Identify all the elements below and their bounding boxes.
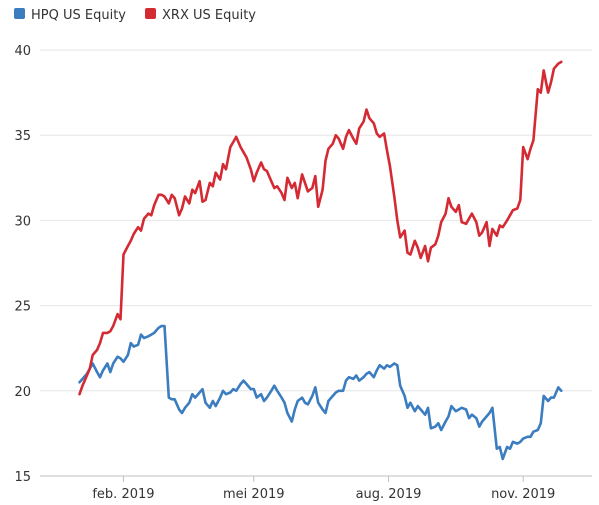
series-lines [78,60,563,461]
y-tick-label: 15 [14,470,31,485]
series-line-hpq[interactable] [78,324,563,461]
grid-lines [40,49,592,392]
y-tick-label: 35 [14,129,31,144]
x-tick-label: nov. 2019 [491,487,555,502]
y-tick-label: 20 [14,385,31,400]
x-tick-label: mei 2019 [223,487,285,502]
legend-label-hpq: HPQ US Equity [31,8,126,23]
legend[interactable]: HPQ US Equity XRX US Equity [14,8,256,23]
y-tick-label: 25 [14,300,31,315]
y-tick-label: 40 [14,44,31,59]
x-tick-label: aug. 2019 [356,487,422,502]
legend-swatch-hpq [14,8,25,19]
legend-item-hpq[interactable]: HPQ US Equity [14,8,126,23]
y-tick-label: 30 [14,214,31,229]
legend-item-xrx[interactable]: XRX US Equity [145,8,256,23]
legend-label-xrx: XRX US Equity [162,8,256,23]
x-axis: 15 20 25 30 35 40 feb. 2019 mei 2019 aug. 2019 no… [14,44,592,502]
legend-swatch-xrx [145,8,156,19]
x-tick-label: feb. 2019 [92,487,154,502]
series-line-xrx[interactable] [78,60,563,396]
